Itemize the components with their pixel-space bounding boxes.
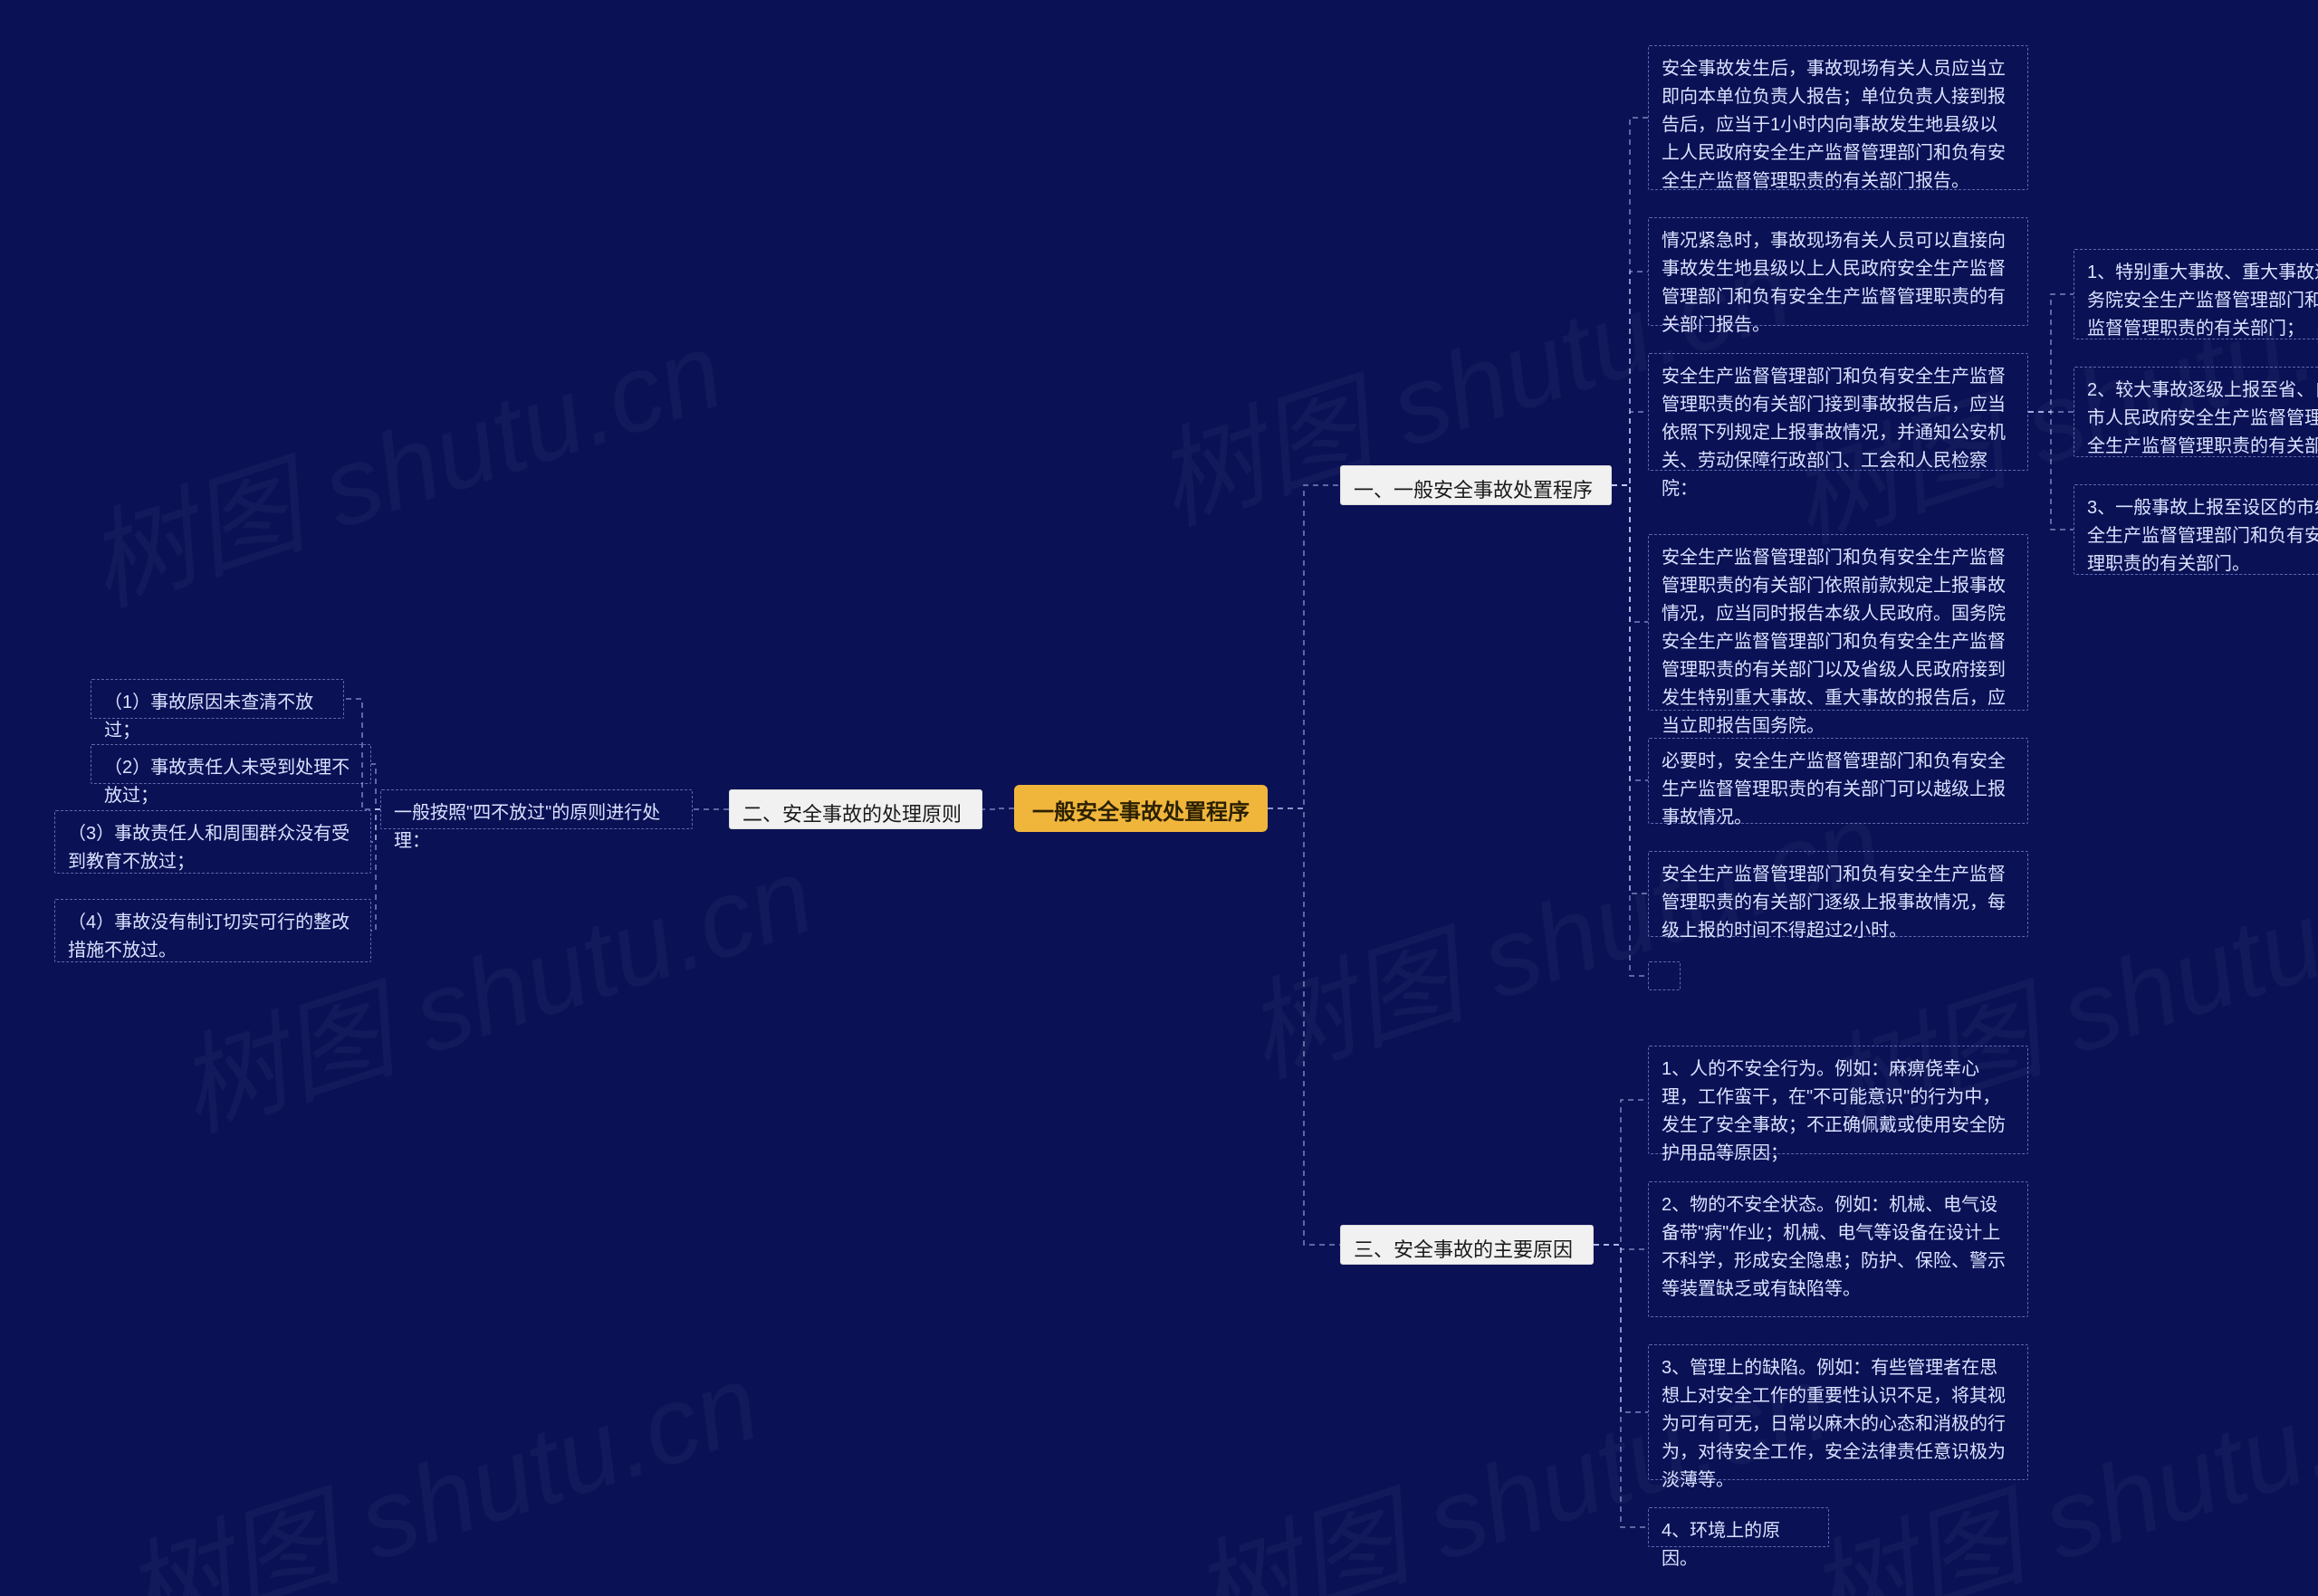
s1c-child-3[interactable]: 3、一般事故上报至设区的市级人民政府安全生产监督管理部门和负有安全生产监督管理职… [2074,484,2318,575]
s2a-child-4[interactable]: （4）事故没有制订切实可行的整改措施不放过。 [54,899,371,962]
s1-child-e[interactable]: 必要时，安全生产监督管理部门和负有安全生产监督管理职责的有关部门可以越级上报事故… [1648,738,2028,824]
s1-child-b[interactable]: 情况紧急时，事故现场有关人员可以直接向事故发生地县级以上人民政府安全生产监督管理… [1648,217,2028,326]
s3-child-d[interactable]: 4、环境上的原因。 [1648,1507,1829,1547]
watermark: 树图 shutu.cn [101,1314,775,1596]
section-3[interactable]: 三、安全事故的主要原因 [1340,1225,1594,1265]
s3-child-b[interactable]: 2、物的不安全状态。例如：机械、电气设备带"病"作业；机械、电气等设备在设计上不… [1648,1181,2028,1317]
s1-child-c[interactable]: 安全生产监督管理部门和负有安全生产监督管理职责的有关部门接到事故报告后，应当依照… [1648,353,2028,471]
s1-child-d[interactable]: 安全生产监督管理部门和负有安全生产监督管理职责的有关部门依照前款规定上报事故情况… [1648,534,2028,711]
s2a-child-2[interactable]: （2）事故责任人未受到处理不放过； [91,744,371,784]
s2-child-a[interactable]: 一般按照"四不放过"的原则进行处理： [380,789,693,829]
s1-child-f[interactable]: 安全生产监督管理部门和负有安全生产监督管理职责的有关部门逐级上报事故情况，每级上… [1648,851,2028,937]
mindmap-canvas: 树图 shutu.cn 树图 shutu.cn 树图 shutu.cn 树图 s… [0,0,2318,1596]
s1-child-g-empty[interactable] [1648,961,1681,990]
s2a-child-3[interactable]: （3）事故责任人和周围群众没有受到教育不放过； [54,810,371,874]
s1c-child-1[interactable]: 1、特别重大事故、重大事故逐级上报至国务院安全生产监督管理部门和负有安全生产监督… [2074,249,2318,339]
s2a-child-1[interactable]: （1）事故原因未查清不放过； [91,679,344,719]
section-2[interactable]: 二、安全事故的处理原则 [729,789,982,829]
root-node[interactable]: 一般安全事故处置程序 [1014,785,1268,832]
s3-child-a[interactable]: 1、人的不安全行为。例如：麻痹侥幸心理，工作蛮干，在"不可能意识"的行为中，发生… [1648,1046,2028,1154]
s1c-child-2[interactable]: 2、较大事故逐级上报至省、自治区、直辖市人民政府安全生产监督管理部门和负有安全生… [2074,367,2318,457]
section-1[interactable]: 一、一般安全事故处置程序 [1340,465,1612,505]
s1-child-a[interactable]: 安全事故发生后，事故现场有关人员应当立即向本单位负责人报告；单位负责人接到报告后… [1648,45,2028,190]
watermark: 树图 shutu.cn [64,282,739,636]
s3-child-c[interactable]: 3、管理上的缺陷。例如：有些管理者在思想上对安全工作的重要性认识不足，将其视为可… [1648,1344,2028,1480]
